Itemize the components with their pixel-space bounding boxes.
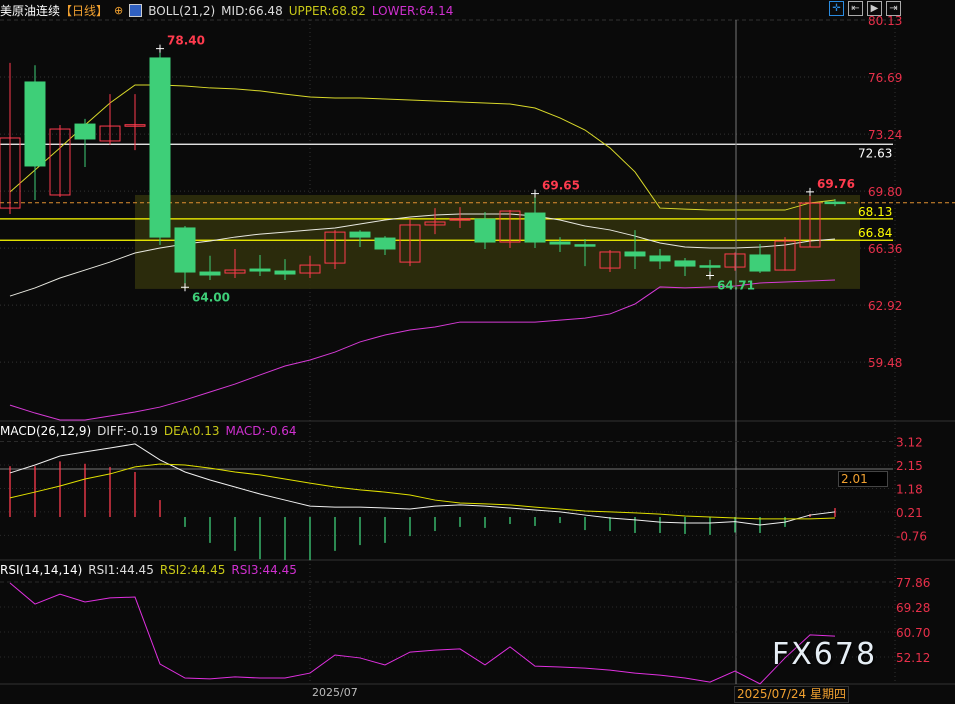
add-indicator-icon[interactable]: ⊕ bbox=[114, 4, 124, 17]
candle bbox=[0, 137, 21, 209]
candle bbox=[524, 212, 546, 243]
macd-diff-value: DIFF:-0.19 bbox=[97, 424, 158, 438]
candle bbox=[724, 253, 746, 268]
marker-cross-icon bbox=[706, 271, 714, 280]
indicator-chart-icon[interactable] bbox=[129, 4, 143, 17]
candle bbox=[549, 241, 571, 245]
candle bbox=[699, 265, 721, 268]
macd-tick-label: 2.15 bbox=[896, 459, 923, 473]
rsi-header: RSI(14,14,14) RSI1:44.45 RSI2:44.45 RSI3… bbox=[0, 563, 297, 577]
price-tick-label: 62.92 bbox=[868, 299, 902, 313]
marker-cross-icon bbox=[156, 44, 164, 53]
candle bbox=[49, 128, 71, 196]
candle bbox=[124, 124, 146, 127]
macd-value: MACD:-0.64 bbox=[225, 424, 297, 438]
rsi-tick-label: 77.86 bbox=[896, 576, 930, 590]
candle bbox=[499, 210, 521, 243]
macd-tick-label: 3.12 bbox=[896, 435, 923, 449]
crosshair-value-label: 2.01 bbox=[838, 471, 888, 487]
macd-tick-label: 0.21 bbox=[896, 506, 923, 520]
candle bbox=[474, 218, 496, 243]
candle bbox=[74, 123, 96, 140]
candle bbox=[274, 270, 296, 275]
candle bbox=[574, 244, 596, 247]
candle bbox=[624, 251, 646, 257]
candle bbox=[24, 81, 46, 167]
rsi-line bbox=[9, 582, 836, 685]
macd-diff-line bbox=[9, 443, 836, 526]
macd-dea-line bbox=[9, 463, 836, 520]
candle bbox=[249, 268, 271, 272]
candle bbox=[99, 125, 121, 142]
price-annotation: 78.40 bbox=[167, 34, 205, 48]
boll-lower-line bbox=[9, 279, 836, 421]
rsi-tick-label: 52.12 bbox=[896, 651, 930, 665]
rsi3-value: RSI3:44.45 bbox=[231, 563, 297, 577]
watermark-logo: FX678 bbox=[772, 637, 878, 672]
period-label[interactable]: 【日线】 bbox=[60, 4, 109, 18]
shift-right-icon[interactable]: ⇥ bbox=[886, 1, 901, 16]
highlight-zone bbox=[135, 194, 860, 289]
chart-header: 美原油连续 【日线】 ⊕ BOLL(21,2) MID:66.48 UPPER:… bbox=[0, 2, 453, 19]
macd-tick-label: 1.18 bbox=[896, 482, 923, 496]
candle bbox=[174, 227, 196, 273]
level-label: 72.63 bbox=[858, 146, 892, 160]
rsi2-value: RSI2:44.45 bbox=[159, 563, 226, 577]
macd-tick-label: -0.76 bbox=[896, 529, 927, 543]
candle bbox=[599, 251, 621, 269]
marker-cross-icon bbox=[806, 187, 814, 196]
candle bbox=[224, 269, 246, 274]
candle bbox=[374, 237, 396, 250]
rsi-tick-label: 60.70 bbox=[896, 626, 930, 640]
price-annotation: 64.00 bbox=[192, 290, 230, 304]
macd-dea-value: DEA:0.13 bbox=[163, 424, 220, 438]
macd-title[interactable]: MACD(26,12,9) bbox=[0, 424, 92, 438]
level-label: 66.84 bbox=[858, 226, 892, 240]
candle bbox=[324, 231, 346, 264]
candle bbox=[424, 221, 446, 226]
candle bbox=[399, 224, 421, 263]
boll-mid-value: MID:66.48 bbox=[221, 3, 283, 18]
marker-cross-icon bbox=[531, 189, 539, 198]
rsi-title[interactable]: RSI(14,14,14) bbox=[0, 563, 83, 577]
zoom-range-icon[interactable]: ⇤ bbox=[848, 1, 863, 16]
candle bbox=[749, 254, 771, 272]
price-tick-label: 66.36 bbox=[868, 242, 902, 256]
candle bbox=[774, 240, 796, 271]
candle bbox=[799, 202, 821, 248]
candle bbox=[824, 201, 846, 205]
price-annotation: 69.65 bbox=[542, 179, 580, 193]
marker-cross-icon bbox=[181, 283, 189, 292]
candle bbox=[349, 231, 371, 238]
price-tick-label: 80.13 bbox=[868, 14, 902, 28]
symbol-name: 美原油连续 bbox=[0, 4, 61, 18]
x-axis-label: 2025/07 bbox=[312, 686, 358, 699]
boll-lower-value: LOWER:64.14 bbox=[371, 3, 454, 18]
boll-mid-line bbox=[9, 213, 836, 297]
price-tick-label: 69.80 bbox=[868, 185, 902, 199]
candle bbox=[149, 57, 171, 238]
rsi1-value: RSI1:44.45 bbox=[88, 563, 154, 577]
crosshair-date-label: 2025/07/24 星期四 bbox=[734, 686, 849, 703]
boll-indicator-label[interactable]: BOLL(21,2) bbox=[148, 3, 216, 18]
price-annotation: 69.76 bbox=[817, 177, 855, 191]
boll-upper-line bbox=[9, 84, 836, 211]
macd-header: MACD(26,12,9) DIFF:-0.19 DEA:0.13 MACD:-… bbox=[0, 424, 297, 438]
candle bbox=[674, 260, 696, 267]
price-tick-label: 76.69 bbox=[868, 71, 902, 85]
candle bbox=[649, 255, 671, 262]
level-label: 68.13 bbox=[858, 205, 892, 219]
price-tick-label: 59.48 bbox=[868, 356, 902, 370]
boll-upper-value: UPPER:68.82 bbox=[288, 3, 366, 18]
play-range-icon[interactable]: ▶ bbox=[867, 1, 882, 16]
candle bbox=[199, 271, 221, 276]
crosshair-icon[interactable]: ✛ bbox=[829, 1, 844, 16]
rsi-tick-label: 69.28 bbox=[896, 601, 930, 615]
candle bbox=[449, 218, 471, 221]
price-tick-label: 73.24 bbox=[868, 128, 902, 142]
candle bbox=[299, 264, 321, 274]
chart-toolbar: ✛ ⇤ ▶ ⇥ bbox=[829, 1, 901, 16]
